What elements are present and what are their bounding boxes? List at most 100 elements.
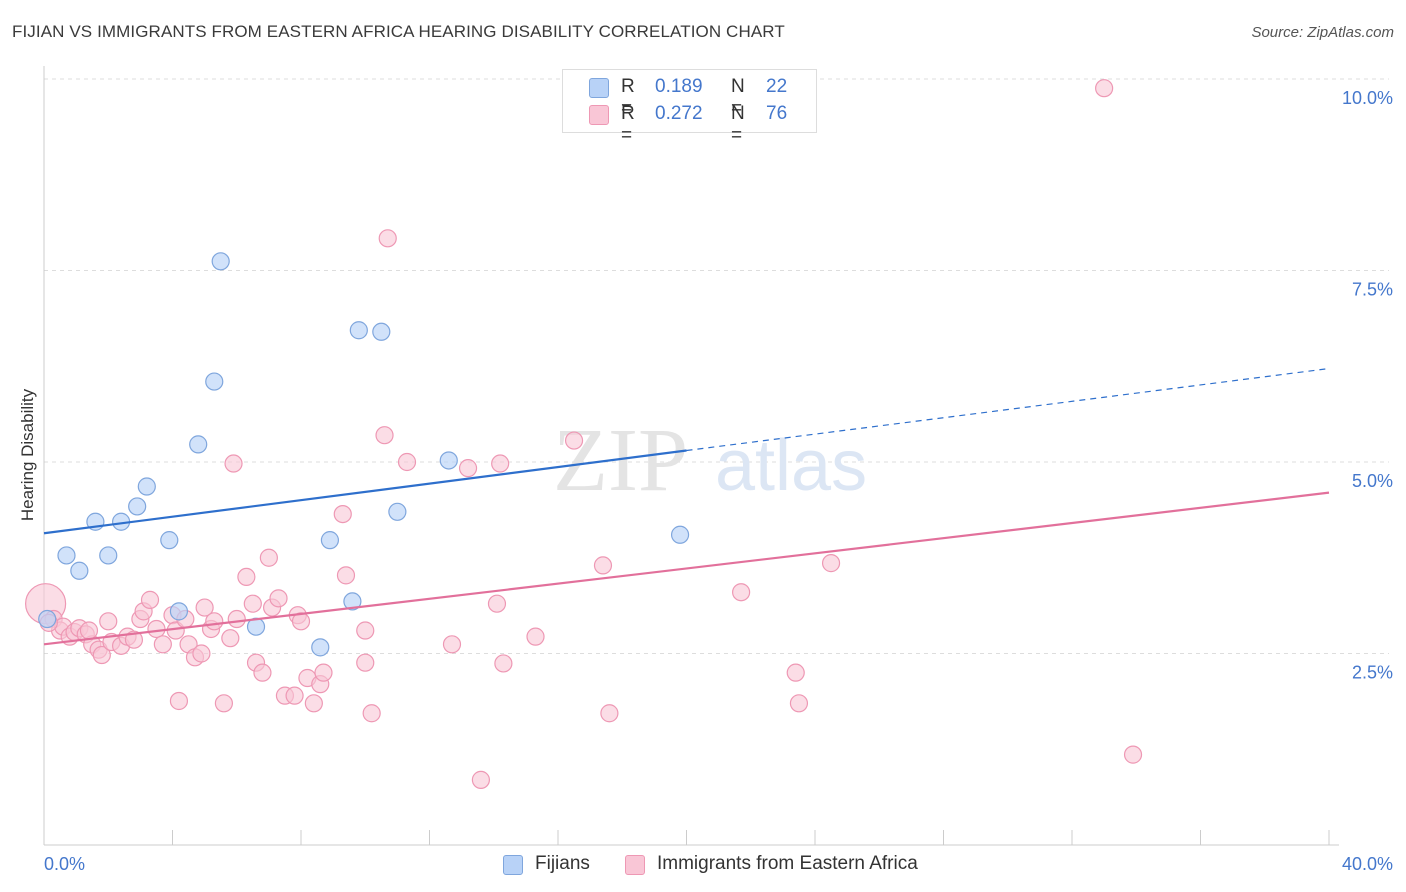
point-immigrants bbox=[124, 630, 144, 649]
point-fijians bbox=[349, 321, 368, 340]
trend-line-fijians bbox=[43, 449, 687, 535]
watermark: ZIP atlas bbox=[553, 411, 867, 510]
point-immigrants bbox=[593, 556, 613, 575]
watermark-zip: ZIP bbox=[553, 411, 688, 510]
point-immigrants bbox=[169, 691, 189, 711]
point-immigrants bbox=[821, 554, 841, 573]
legend-swatch-fijians bbox=[503, 855, 523, 875]
point-immigrants bbox=[1095, 79, 1114, 98]
legend-swatch-immigrants bbox=[589, 105, 609, 125]
legend-r-value: 0.272 bbox=[655, 103, 703, 124]
legend-n-value: 22 bbox=[766, 76, 788, 97]
point-immigrants bbox=[356, 621, 375, 640]
point-immigrants bbox=[442, 635, 462, 654]
point-fijians bbox=[372, 322, 391, 341]
point-immigrants bbox=[92, 645, 111, 665]
point-immigrants bbox=[214, 694, 233, 713]
point-immigrants bbox=[291, 612, 311, 631]
legend-stats: R = 0.189 N = 22 R = 0.272 N = 76 bbox=[562, 69, 817, 146]
x-tick-label: 40.0% bbox=[1342, 854, 1393, 874]
point-fijians bbox=[320, 531, 340, 550]
point-immigrants bbox=[79, 621, 99, 640]
axis-labels: 2.5% 5.0% 7.5% 10.0% 0.0% 40.0% bbox=[44, 88, 1393, 874]
point-fijians bbox=[211, 252, 230, 271]
point-fijians bbox=[128, 497, 147, 516]
chart-title: FIJIAN VS IMMIGRANTS FROM EASTERN AFRICA… bbox=[12, 22, 785, 41]
trend-line-fijians-extension bbox=[686, 367, 1330, 452]
x-tick-label: 0.0% bbox=[44, 854, 85, 874]
point-fijians bbox=[38, 609, 57, 629]
point-immigrants bbox=[253, 663, 272, 682]
point-immigrants bbox=[786, 663, 805, 682]
point-fijians bbox=[169, 602, 189, 621]
point-immigrants bbox=[195, 598, 214, 617]
legend-series: Fijians Immigrants from Eastern Africa bbox=[0, 852, 1406, 878]
point-fijians bbox=[160, 531, 179, 550]
point-immigrants bbox=[304, 694, 323, 713]
point-immigrants bbox=[221, 629, 240, 648]
trend-line-immigrants bbox=[43, 491, 1330, 646]
point-immigrants bbox=[192, 644, 211, 663]
point-immigrants bbox=[732, 583, 751, 602]
point-immigrants bbox=[600, 704, 619, 723]
axes bbox=[43, 66, 1339, 846]
grid-lines bbox=[44, 78, 1389, 654]
series-fijians-points bbox=[38, 252, 690, 657]
point-fijians bbox=[343, 592, 362, 611]
point-immigrants bbox=[471, 770, 490, 789]
legend-n-key: N = bbox=[731, 76, 745, 119]
legend-r-key: R = bbox=[621, 76, 635, 119]
point-immigrants bbox=[227, 609, 246, 629]
point-immigrants bbox=[153, 635, 172, 654]
legend-swatch-immigrants bbox=[625, 855, 645, 875]
point-fijians bbox=[388, 502, 407, 521]
legend-label-fijians: Fijians bbox=[535, 853, 590, 874]
y-tick-label: 2.5% bbox=[1352, 663, 1393, 683]
point-fijians bbox=[205, 372, 224, 391]
y-tick-label: 5.0% bbox=[1352, 471, 1393, 491]
point-immigrants bbox=[224, 454, 243, 473]
point-immigrants bbox=[285, 686, 304, 705]
point-fijians bbox=[99, 546, 118, 565]
point-immigrants bbox=[378, 229, 397, 248]
point-immigrants bbox=[243, 594, 262, 613]
point-immigrants bbox=[397, 452, 417, 472]
point-fijians bbox=[137, 477, 156, 496]
point-immigrants bbox=[205, 612, 224, 631]
point-immigrants bbox=[333, 504, 352, 524]
point-immigrants bbox=[375, 426, 394, 445]
point-immigrants bbox=[789, 694, 809, 713]
y-tick-label: 7.5% bbox=[1352, 280, 1393, 300]
point-immigrants bbox=[494, 654, 513, 673]
point-immigrants bbox=[147, 619, 166, 639]
point-immigrants bbox=[237, 567, 256, 587]
point-immigrants bbox=[140, 590, 160, 609]
point-fijians bbox=[311, 638, 330, 657]
point-immigrants bbox=[491, 454, 510, 473]
y-tick-label: 10.0% bbox=[1342, 88, 1393, 108]
point-immigrants bbox=[99, 612, 118, 631]
point-immigrants bbox=[362, 704, 381, 723]
point-fijians bbox=[189, 435, 208, 454]
point-immigrants bbox=[336, 566, 356, 585]
watermark-atlas: atlas bbox=[715, 426, 867, 506]
legend-r-value: 0.189 bbox=[655, 76, 703, 97]
point-fijians bbox=[70, 561, 89, 580]
point-immigrants bbox=[487, 594, 507, 613]
legend-label-immigrants: Immigrants from Eastern Africa bbox=[657, 853, 918, 874]
point-fijians bbox=[439, 451, 458, 470]
source-label: Source: ZipAtlas.com bbox=[1251, 24, 1394, 41]
legend-n-key: N = bbox=[731, 103, 745, 146]
point-immigrants bbox=[259, 548, 278, 567]
point-immigrants bbox=[314, 663, 333, 682]
point-fijians bbox=[670, 525, 690, 544]
point-fijians bbox=[57, 546, 76, 565]
point-immigrants bbox=[526, 627, 545, 646]
legend-swatch-fijians bbox=[589, 78, 609, 98]
y-axis-title: Hearing Disability bbox=[18, 388, 37, 522]
point-immigrants bbox=[564, 431, 584, 450]
legend-r-key: R = bbox=[621, 103, 635, 146]
point-immigrants bbox=[1123, 745, 1143, 764]
legend-n-value: 76 bbox=[766, 103, 788, 124]
